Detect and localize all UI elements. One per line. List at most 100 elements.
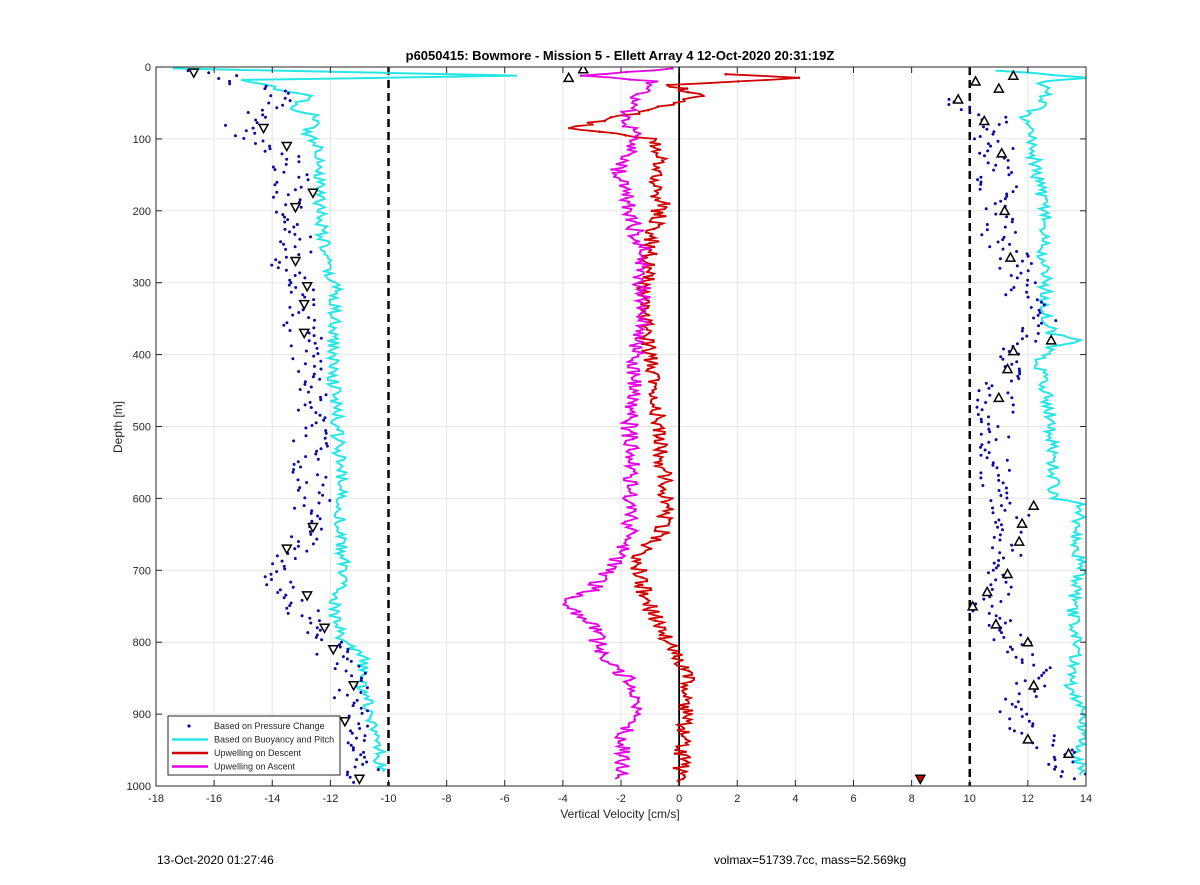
data-point-upwelling (653, 619, 657, 622)
data-point-pressure (1011, 410, 1015, 414)
data-point-upwelling (600, 585, 604, 588)
data-point-upwelling (639, 250, 642, 254)
data-point-upwelling (654, 382, 658, 385)
data-point-upwelling (625, 419, 628, 423)
data-point-pressure (254, 142, 257, 145)
data-point-upwelling (637, 696, 641, 700)
data-point-upwelling (635, 445, 638, 448)
data-point-upwelling (625, 513, 628, 516)
data-point-pressure (335, 662, 339, 666)
data-point-upwelling (797, 76, 801, 80)
data-point-upwelling (630, 376, 634, 380)
data-point-upwelling (620, 549, 623, 552)
data-point-pressure (314, 452, 318, 456)
data-point-upwelling (641, 543, 644, 547)
data-point-pressure (1014, 705, 1018, 709)
data-point-pressure (267, 101, 271, 105)
data-point-pressure (1025, 290, 1029, 294)
data-point-pressure (991, 132, 995, 136)
data-point-pressure (344, 669, 348, 673)
data-point-upwelling (628, 78, 632, 81)
data-point-upwelling (657, 515, 660, 518)
data-point-pressure (357, 722, 361, 726)
data-point-pressure (1042, 303, 1046, 307)
data-point-pressure (1017, 377, 1021, 381)
data-point-pressure (293, 232, 297, 236)
data-point-pressure (1015, 681, 1019, 685)
data-point-upwelling (646, 322, 650, 326)
data-point-upwelling (652, 263, 656, 267)
data-point-pressure (988, 430, 992, 434)
data-point-pressure (308, 400, 312, 404)
data-point-upwelling (654, 525, 658, 529)
data-point-pressure (1010, 396, 1014, 400)
data-point-upwelling (641, 351, 645, 355)
data-point-upwelling (655, 418, 659, 421)
data-point-upwelling (652, 371, 656, 374)
data-point-upwelling (623, 189, 626, 193)
data-point-upwelling (648, 247, 652, 250)
data-point-upwelling (626, 764, 629, 768)
data-point-pressure (284, 203, 288, 207)
data-point-upwelling (624, 134, 627, 137)
data-point-pressure (275, 190, 279, 194)
data-point-pressure (1005, 215, 1009, 219)
data-point-pressure (302, 504, 306, 508)
data-point-pressure (345, 657, 349, 661)
data-point-pressure (359, 706, 363, 710)
data-point-upwelling (646, 367, 650, 371)
data-point-upwelling (570, 596, 574, 599)
data-point-pressure (984, 207, 988, 211)
data-point-upwelling (568, 126, 571, 130)
data-point-pressure (1012, 286, 1016, 289)
data-point-pressure (999, 355, 1003, 359)
data-point-pressure (976, 398, 980, 402)
data-point-upwelling (646, 85, 650, 89)
data-point-pressure (278, 260, 281, 264)
data-point-upwelling (657, 166, 660, 169)
data-point-pressure (303, 362, 307, 366)
data-point-upwelling (637, 240, 640, 243)
ascent-marker (1007, 69, 1020, 80)
data-point-upwelling (615, 664, 619, 667)
data-point-pressure (1025, 712, 1029, 716)
data-point-pressure (1016, 374, 1020, 378)
data-point-upwelling (664, 205, 668, 209)
data-point-pressure (325, 444, 329, 448)
data-point-pressure (286, 91, 290, 95)
data-point-pressure (235, 74, 239, 78)
data-point-upwelling (622, 114, 626, 117)
data-point-pressure (976, 413, 980, 416)
data-point-upwelling (629, 678, 632, 682)
data-point-upwelling (645, 256, 648, 259)
y-tick-label: 900 (133, 709, 151, 721)
data-point-pressure (979, 417, 983, 421)
data-point-pressure (280, 152, 284, 156)
data-point-upwelling (648, 331, 651, 335)
data-point-pressure (979, 453, 983, 457)
data-point-pressure (217, 77, 221, 80)
data-point-pressure (274, 258, 278, 262)
data-point-pressure (1008, 501, 1012, 505)
data-point-upwelling (620, 552, 623, 556)
data-point-pressure (318, 377, 322, 381)
data-point-pressure (288, 604, 292, 608)
data-point-pressure (297, 408, 300, 412)
data-point-upwelling (629, 452, 632, 455)
data-point-pressure (298, 388, 302, 391)
data-point-upwelling (645, 597, 649, 601)
descent-marker (281, 141, 293, 153)
data-point-pressure (997, 123, 1001, 126)
data-point-pressure (360, 676, 363, 680)
data-point-pressure (299, 205, 303, 209)
data-point-upwelling (634, 150, 637, 153)
data-point-pressure (316, 352, 320, 356)
data-point-pressure (997, 478, 1001, 482)
data-point-pressure (319, 367, 323, 371)
data-point-pressure (309, 250, 313, 254)
data-point-pressure (297, 540, 300, 543)
data-point-pressure (1059, 774, 1063, 778)
data-point-pressure (316, 473, 319, 477)
data-point-pressure (303, 496, 307, 500)
data-point-pressure (1010, 220, 1014, 224)
